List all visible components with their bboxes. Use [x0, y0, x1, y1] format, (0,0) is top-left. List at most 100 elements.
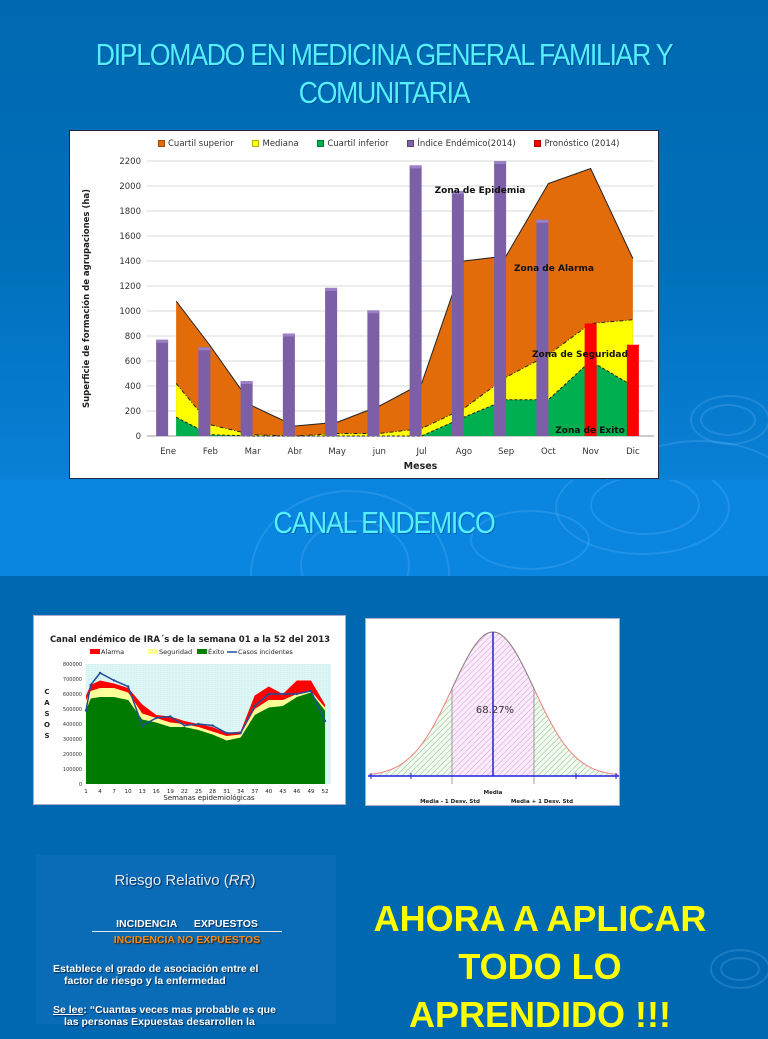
- svg-text:Alarma: Alarma: [101, 648, 124, 656]
- svg-text:jun: jun: [372, 447, 386, 457]
- svg-text:1400: 1400: [119, 257, 141, 267]
- svg-text:Mar: Mar: [245, 447, 262, 457]
- svg-text:10: 10: [125, 789, 132, 795]
- ripple-decoration: [720, 957, 760, 981]
- svg-text:19: 19: [167, 789, 174, 795]
- svg-text:Oct: Oct: [541, 447, 556, 457]
- svg-text:Zona de Seguridad: Zona de Seguridad: [532, 350, 628, 360]
- ripple-decoration: [710, 949, 768, 989]
- slide-diplomado: DIPLOMADO EN MEDICINA GENERAL FAMILIAR Y…: [0, 0, 768, 480]
- svg-text:Media - 1 Desv. Std: Media - 1 Desv. Std: [420, 799, 480, 805]
- rr-title: Riesgo Relativo (RR): [114, 872, 256, 889]
- callout-ahora-aplicar: AHORA A APLICAR TODO LO APRENDIDO !!!: [373, 898, 707, 1035]
- ira-chart: Canal endémico de IRA´s de la semana 01 …: [33, 615, 346, 805]
- svg-text:Jul: Jul: [415, 447, 426, 457]
- rr-numerator: INCIDENCIA EXPUESTOS: [92, 918, 282, 932]
- svg-text:Ene: Ene: [160, 447, 176, 457]
- svg-text:16: 16: [153, 789, 160, 795]
- riesgo-relativo-panel: [36, 855, 336, 1024]
- svg-text:800000: 800000: [63, 662, 82, 668]
- svg-text:700000: 700000: [63, 677, 82, 683]
- svg-text:May: May: [328, 447, 346, 457]
- svg-text:Abr: Abr: [288, 447, 303, 457]
- svg-text:37: 37: [251, 789, 258, 795]
- svg-text:4: 4: [98, 789, 102, 795]
- svg-text:Meses: Meses: [404, 461, 438, 472]
- rr-reading: Se lee: “Cuantas veces mas probable es q…: [53, 1004, 276, 1028]
- normal-curve-plot: 68.27% Media Media - 1 Desv. Std Media + 1 …: [368, 631, 619, 805]
- svg-text:Dic: Dic: [626, 447, 640, 457]
- svg-text:68.27%: 68.27%: [476, 705, 514, 716]
- main-chart-plot: 0 200 400 600 800 1000 1200 1400 1600 1800 2000 220…: [81, 157, 654, 472]
- svg-text:Semanas epidemiológicas: Semanas epidemiológicas: [163, 794, 255, 802]
- svg-text:Canal endémico de IRA´s de la: Canal endémico de IRA´s de la semana 01 …: [50, 634, 330, 645]
- normal-curve-chart: 68.27% Media Media - 1 Desv. Std Media + 1 …: [365, 618, 620, 806]
- svg-text:600000: 600000: [63, 692, 82, 698]
- svg-text:0: 0: [136, 432, 141, 442]
- legend-mediana: Mediana: [252, 139, 299, 149]
- svg-text:Seguridad: Seguridad: [159, 648, 192, 656]
- svg-text:1600: 1600: [119, 232, 141, 242]
- svg-text:Media + 1 Desv. Std: Media + 1 Desv. Std: [511, 799, 573, 805]
- svg-text:400000: 400000: [63, 722, 82, 728]
- svg-text:2200: 2200: [119, 157, 141, 167]
- svg-text:1000: 1000: [119, 307, 141, 317]
- rr-definition: Establece el grado de asociación entre e…: [53, 963, 259, 987]
- canal-endemico-title: CANAL ENDEMICO: [273, 505, 496, 540]
- svg-text:Nov: Nov: [582, 447, 599, 457]
- svg-text:A: A: [44, 699, 50, 707]
- svg-text:Éxito: Éxito: [208, 647, 224, 656]
- ripple-decoration: [590, 480, 700, 535]
- slide-title: DIPLOMADO EN MEDICINA GENERAL FAMILIAR Y…: [54, 36, 714, 112]
- svg-text:34: 34: [237, 789, 244, 795]
- svg-text:52: 52: [322, 789, 329, 795]
- svg-text:400: 400: [125, 382, 141, 392]
- svg-text:100000: 100000: [63, 767, 82, 773]
- slide-canal-endemico-title: CANAL ENDEMICO: [0, 480, 768, 576]
- svg-text:O: O: [44, 721, 50, 729]
- legend-indice-endemico: Índice Endémico(2014): [407, 139, 516, 149]
- svg-text:1200: 1200: [119, 282, 141, 292]
- chart-legend: Cuartil superior Mediana Cuartil inferio…: [158, 139, 636, 149]
- title-line-1: DIPLOMADO EN MEDICINA GENERAL FAMILIAR Y: [95, 37, 674, 72]
- svg-text:Media: Media: [484, 790, 503, 796]
- svg-text:Superficie de formación de agr: Superficie de formación de agrupaciones …: [81, 189, 92, 408]
- svg-text:2000: 2000: [119, 182, 141, 192]
- legend-cuartil-superior: Cuartil superior: [158, 139, 234, 149]
- svg-text:7: 7: [112, 789, 116, 795]
- ira-chart-plot: Canal endémico de IRA´s de la semana 01 …: [44, 634, 331, 802]
- svg-text:200: 200: [125, 407, 141, 417]
- svg-text:S: S: [44, 710, 49, 718]
- svg-text:13: 13: [139, 789, 146, 795]
- svg-text:S: S: [44, 732, 49, 740]
- svg-text:22: 22: [181, 789, 188, 795]
- slide-charts: Canal endémico de IRA´s de la semana 01 …: [0, 576, 768, 844]
- title-line-2: COMUNITARIA: [298, 75, 471, 110]
- svg-text:31: 31: [223, 789, 230, 795]
- canal-endemico-chart: Cuartil superior Mediana Cuartil inferio…: [69, 130, 659, 479]
- svg-text:200000: 200000: [63, 752, 82, 758]
- svg-text:Sep: Sep: [498, 447, 514, 457]
- svg-text:Ago: Ago: [456, 447, 472, 457]
- svg-text:800: 800: [125, 332, 141, 342]
- svg-text:28: 28: [209, 789, 216, 795]
- svg-text:Zona de Alarma: Zona de Alarma: [514, 264, 594, 274]
- svg-text:40: 40: [265, 789, 272, 795]
- svg-text:600: 600: [125, 357, 141, 367]
- svg-text:1800: 1800: [119, 207, 141, 217]
- svg-text:300000: 300000: [63, 737, 82, 743]
- svg-text:500000: 500000: [63, 707, 82, 713]
- svg-text:Zona de Exito: Zona de Exito: [555, 426, 625, 436]
- svg-text:49: 49: [307, 789, 314, 795]
- svg-text:Casos incidentes: Casos incidentes: [238, 648, 293, 656]
- legend-pronostico: Pronóstico (2014): [534, 139, 620, 149]
- svg-text:25: 25: [195, 789, 202, 795]
- svg-text:46: 46: [293, 789, 300, 795]
- svg-text:1: 1: [84, 789, 88, 795]
- svg-text:Zona de Epidemia: Zona de Epidemia: [435, 186, 526, 196]
- legend-cuartil-inferior: Cuartil inferior: [317, 139, 389, 149]
- svg-text:43: 43: [279, 789, 286, 795]
- svg-text:0: 0: [79, 782, 82, 788]
- svg-text:C: C: [44, 688, 49, 696]
- rr-denominator: INCIDENCIA NO EXPUESTOS: [113, 934, 261, 946]
